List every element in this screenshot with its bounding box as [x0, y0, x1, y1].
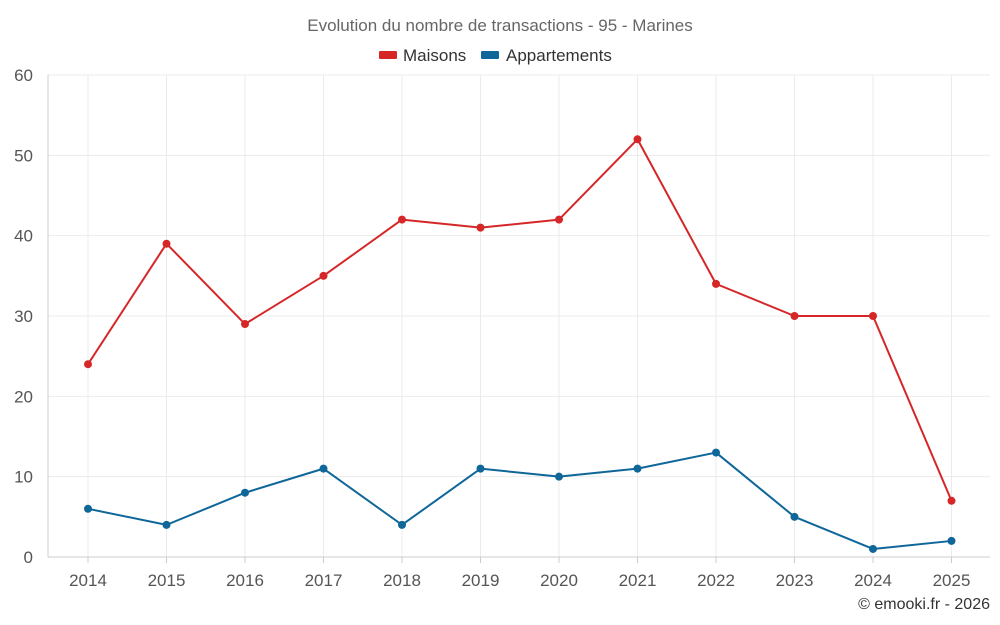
legend-label-maisons[interactable]: Maisons	[403, 46, 466, 65]
data-point-appartements-2017[interactable]	[319, 464, 328, 473]
chart-title: Evolution du nombre de transactions - 95…	[307, 16, 693, 35]
x-tick-label: 2025	[933, 571, 971, 590]
data-point-appartements-2021[interactable]	[633, 464, 642, 473]
legend-swatch-maisons	[379, 51, 397, 59]
legend-swatch-appartements	[481, 51, 499, 59]
data-point-maisons-2015[interactable]	[162, 239, 171, 248]
x-tick-label: 2014	[69, 571, 107, 590]
data-point-appartements-2019[interactable]	[476, 464, 485, 473]
x-tick-label: 2015	[148, 571, 186, 590]
data-point-appartements-2022[interactable]	[712, 448, 720, 457]
y-tick-label: 60	[14, 66, 33, 85]
legend-label-appartements[interactable]: Appartements	[506, 46, 612, 65]
data-point-maisons-2014[interactable]	[84, 360, 92, 369]
y-tick-label: 30	[14, 307, 33, 326]
x-tick-label: 2021	[619, 571, 657, 590]
data-point-appartements-2023[interactable]	[790, 512, 799, 521]
y-tick-label: 40	[14, 227, 33, 246]
data-point-appartements-2018[interactable]	[398, 520, 406, 529]
data-point-maisons-2023[interactable]	[790, 312, 799, 320]
x-tick-label: 2023	[776, 571, 814, 590]
data-point-maisons-2020[interactable]	[555, 215, 563, 224]
data-point-maisons-2021[interactable]	[633, 135, 642, 144]
series	[84, 135, 956, 553]
data-point-appartements-2020[interactable]	[555, 472, 563, 481]
series-line-appartements[interactable]	[87, 451, 953, 550]
x-tick-label: 2019	[462, 571, 500, 590]
data-point-appartements-2014[interactable]	[84, 504, 92, 513]
data-point-maisons-2025[interactable]	[947, 496, 956, 505]
x-tick-label: 2018	[383, 571, 421, 590]
credit-text: © emooki.fr - 2026	[858, 596, 990, 613]
x-tick-label: 2024	[854, 571, 892, 590]
grid	[48, 74, 990, 557]
axes: 0 10 20 30 40 50 60 2014 2015 2016 2017 2018 2019 202…	[14, 66, 990, 590]
x-tick-label: 2020	[540, 571, 578, 590]
legend: Maisons Appartements	[379, 46, 612, 65]
data-point-appartements-2016[interactable]	[241, 488, 249, 497]
y-tick-label: 10	[14, 468, 33, 487]
data-point-appartements-2025[interactable]	[947, 536, 956, 545]
data-point-maisons-2016[interactable]	[241, 320, 249, 329]
data-point-appartements-2024[interactable]	[869, 544, 877, 553]
x-tick-label: 2017	[305, 571, 343, 590]
y-tick-label: 50	[14, 146, 33, 165]
series-line-maisons[interactable]	[87, 138, 953, 502]
data-point-maisons-2018[interactable]	[398, 215, 406, 224]
y-tick-label: 0	[24, 548, 33, 567]
data-point-maisons-2019[interactable]	[476, 223, 485, 232]
data-point-maisons-2024[interactable]	[869, 312, 877, 320]
data-point-maisons-2022[interactable]	[712, 279, 720, 288]
data-point-appartements-2015[interactable]	[162, 520, 171, 529]
x-tick-label: 2022	[697, 571, 735, 590]
data-point-maisons-2017[interactable]	[319, 271, 328, 280]
x-tick-label: 2016	[226, 571, 264, 590]
y-tick-label: 20	[14, 387, 33, 406]
